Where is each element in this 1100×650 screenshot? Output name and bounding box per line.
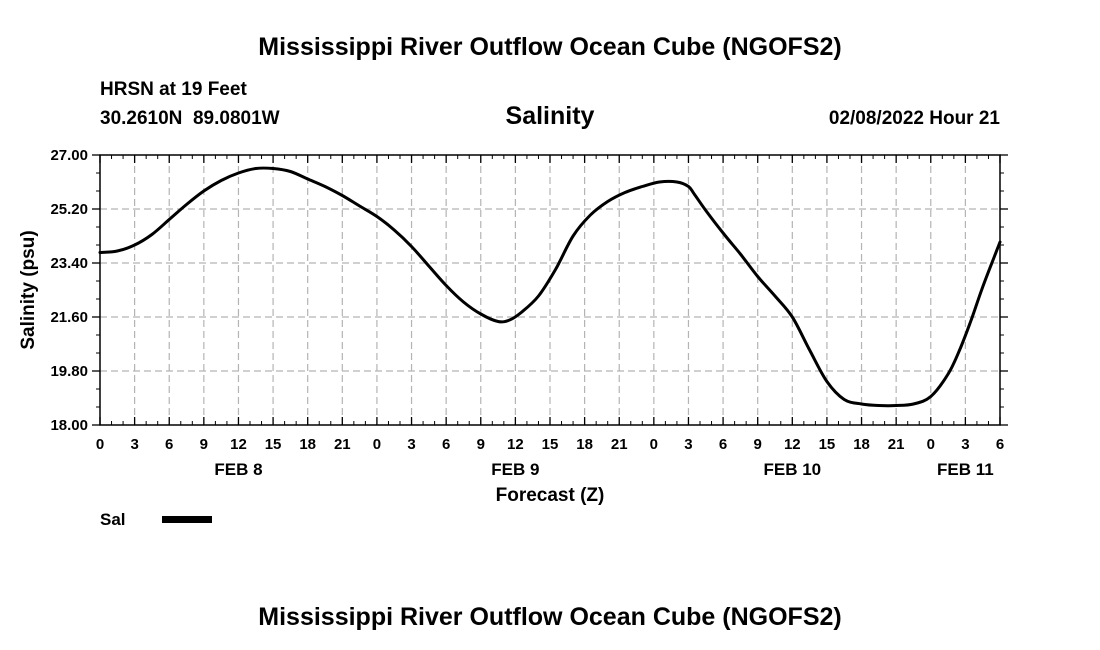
y-tick-label: 21.60 [50, 309, 88, 326]
x-tick-label: 9 [477, 436, 485, 453]
variable-label: Salinity [506, 102, 595, 130]
x-axis-title: Forecast (Z) [496, 485, 605, 506]
grid-lines [100, 155, 1000, 425]
y-tick-label: 27.00 [50, 147, 88, 164]
day-label: FEB 11 [937, 460, 994, 479]
x-tick-label: 21 [611, 436, 628, 453]
x-tick-label: 3 [407, 436, 415, 453]
y-axis-title: Salinity (psu) [18, 230, 39, 349]
x-tick-label: 6 [996, 436, 1004, 453]
x-tick-label: 0 [650, 436, 658, 453]
x-tick-label: 12 [784, 436, 801, 453]
x-tick-label: 0 [96, 436, 104, 453]
day-label: FEB 9 [491, 460, 539, 479]
x-tick-label: 3 [961, 436, 969, 453]
x-tick-label: 15 [265, 436, 282, 453]
y-tick-label: 18.00 [50, 417, 88, 434]
x-tick-label: 9 [200, 436, 208, 453]
plot-frame [99, 154, 1001, 426]
x-tick-labels: 0 3 6 9 12 15 18 21 0 3 6 9 12 15 18 21 0 3 6 9 12 15 18 21 0 3 6 [96, 436, 1004, 453]
x-tick-label: 15 [819, 436, 836, 453]
day-label: FEB 8 [214, 460, 262, 479]
x-tick-label: 3 [130, 436, 138, 453]
x-tick-label: 12 [230, 436, 247, 453]
x-tick-label: 6 [442, 436, 450, 453]
x-tick-label: 6 [719, 436, 727, 453]
x-tick-label: 18 [299, 436, 316, 453]
y-tick-labels: 18.00 19.80 21.60 23.40 25.20 27.00 [50, 147, 88, 434]
x-tick-label: 12 [507, 436, 524, 453]
x-tick-label: 9 [754, 436, 762, 453]
day-labels: FEB 8 FEB 9 FEB 10 FEB 11 [214, 460, 993, 479]
footer-title: Mississippi River Outflow Ocean Cube (NG… [258, 603, 841, 631]
x-tick-label: 18 [853, 436, 870, 453]
day-label: FEB 10 [763, 460, 821, 479]
main-title: Mississippi River Outflow Ocean Cube (NG… [258, 33, 841, 61]
x-tick-label: 3 [684, 436, 692, 453]
x-tick-label: 21 [888, 436, 905, 453]
x-tick-label: 18 [576, 436, 593, 453]
salinity-series-line [98, 166, 1002, 408]
forecast-datetime: 02/08/2022 Hour 21 [829, 108, 1001, 129]
station-label: HRSN at 19 Feet [100, 79, 247, 100]
legend-label: Sal [100, 510, 126, 529]
x-tick-label: 0 [927, 436, 935, 453]
x-tick-label: 6 [165, 436, 173, 453]
y-tick-label: 25.20 [50, 201, 88, 218]
x-tick-label: 15 [542, 436, 559, 453]
y-tick-label: 23.40 [50, 255, 88, 272]
coordinates-label: 30.2610N 89.0801W [100, 108, 280, 129]
x-tick-label: 21 [334, 436, 351, 453]
x-tick-label: 0 [373, 436, 381, 453]
legend-swatch [162, 516, 212, 523]
y-tick-label: 19.80 [50, 363, 88, 380]
